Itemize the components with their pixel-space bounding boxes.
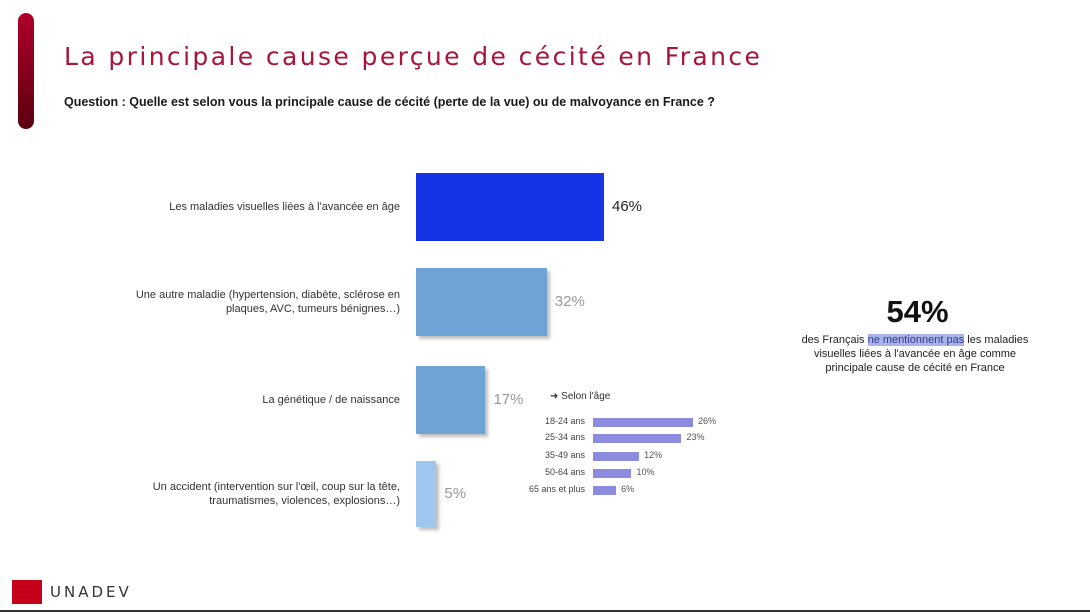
callout-text-highlight: ne mentionnent pas (867, 334, 965, 346)
age-group-value: 6% (621, 484, 635, 494)
category-label: La génétique / de naissance (262, 394, 400, 406)
age-group-label: 18-24 ans (544, 416, 585, 426)
title-accent-bar (18, 13, 34, 129)
age-group-value: 12% (644, 450, 663, 460)
question-text: Question : Quelle est selon vous la prin… (64, 95, 715, 109)
arrow-right-icon: ➜ (550, 391, 559, 402)
bar (416, 461, 437, 527)
callout-value: 54% (886, 294, 949, 329)
callout-text-after: les maladies visuelles liées à l'avancée… (813, 334, 1029, 374)
age-group-bar (593, 486, 617, 495)
age-group-value: 26% (698, 416, 717, 426)
page-title: La principale cause perçue de cécité en … (64, 42, 763, 71)
age-group-label: 50-64 ans (544, 467, 585, 477)
age-breakdown-header: ➜ Selon l'âge (550, 391, 610, 402)
age-group-bar (593, 418, 693, 427)
age-breakdown-header-label: Selon l'âge (561, 391, 611, 402)
category-label: Les maladies visuelles liées à l'avancée… (169, 201, 400, 213)
category-label: Un accident (intervention sur l'œil, cou… (152, 481, 400, 507)
callout-text: des Français ne mentionnent pas les mala… (800, 333, 1030, 375)
bar (416, 173, 604, 241)
age-group-bar (593, 452, 640, 461)
bar (416, 366, 486, 434)
age-group-value: 23% (686, 432, 705, 442)
age-group-label: 25-34 ans (544, 432, 585, 442)
bar-value-label: 17% (493, 391, 524, 408)
age-group-label: 65 ans et plus (528, 484, 585, 494)
age-group-value: 10% (636, 467, 655, 477)
age-group-bar (593, 469, 632, 478)
age-group-label: 35-49 ans (544, 450, 585, 460)
age-group-bar (593, 434, 682, 443)
callout-text-before: des Français (801, 334, 868, 346)
logo-mark (12, 580, 42, 604)
bar-value-label: 32% (554, 293, 585, 310)
category-label: Une autre maladie (hypertension, diabète… (135, 289, 400, 315)
footer-logo: UNADEV (12, 580, 132, 604)
bar (416, 268, 547, 336)
bar-value-label: 46% (612, 198, 643, 215)
footer-divider (0, 610, 1090, 612)
logo-text: UNADEV (50, 583, 132, 601)
bar-value-label: 5% (444, 485, 467, 502)
